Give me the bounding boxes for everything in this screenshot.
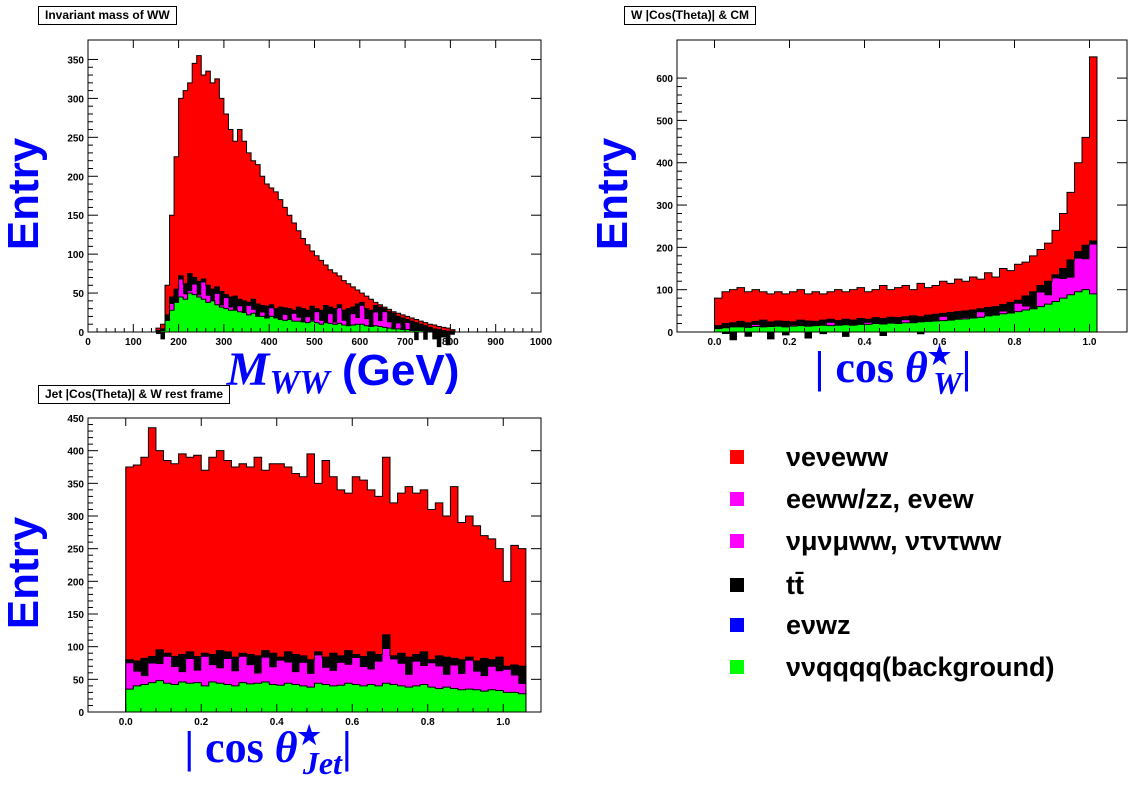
y-tick-label: 400 [67,447,84,458]
legend-label-tt: tt̄ [786,569,804,600]
x-tick-label: 500 [306,337,323,348]
legend-label-bkg: ννqqqq(background) [786,651,1055,682]
y-tick-label: 150 [67,610,84,621]
x-tick-label: 0.0 [119,717,133,728]
title-cosw: W |Cos(Theta)| & CM [624,6,757,25]
x-axis-title-cosw: | cos θ★ W| [815,341,972,401]
x-tick-label: 1.0 [496,717,510,728]
y-tick-label: 0 [78,708,84,719]
x-axis-title-cosjet: | cos θ★ Jet| [184,721,351,781]
legend-swatch-bkg [730,660,744,674]
x-tick-label: 400 [261,337,278,348]
legend-item-tt: tt̄ [728,568,804,602]
y-tick-label: 200 [656,243,673,254]
legend-label-eeww: eeww/zz, eνew [786,483,974,514]
x-tick-label: 0.8 [421,717,435,728]
x-tick-label: 0.8 [1008,337,1022,348]
y-tick-label: 350 [67,479,84,490]
legend-label-mutauww: νμνμww, ντντww [786,525,1002,556]
legend: νeνeww eeww/zz, eνew νμνμww, ντντww tt̄ … [728,440,1128,682]
series-tt-cosjet [125,634,526,684]
y-tick-label: 100 [67,250,84,261]
x-tick-label: 0.6 [345,717,359,728]
x-tick-label: 0.2 [783,337,797,348]
x-tick-label: 0.2 [194,717,208,728]
chart-cosw: 0.0 0.2 0.4 0.6 0.8 1.0 0 100 200 300 400 500 600 Ent… [588,39,1128,348]
x-tick-label: 900 [487,337,504,348]
legend-label-evwz: eνwz [786,609,851,640]
x-tick-label: 0.0 [708,337,722,348]
x-tick-label: 0.4 [270,717,284,728]
legend-item-mutauww: νμνμww, ντντww [728,524,1001,558]
chart-cosjet: 0.0 0.2 0.4 0.6 0.8 1.0 0 50 100 150 200 250 300 350 4… [0,414,542,728]
y-tick-label: 100 [656,286,673,297]
legend-label-vvww: νeνeww [786,441,889,472]
legend-item-evwz: eνwz [728,608,851,642]
y-tick-label: 50 [73,289,85,300]
x-tick-label: 200 [170,337,187,348]
title-mww: Invariant mass of WW [38,6,177,25]
chart-mww: 0 100 200 300 400 500 600 700 800 900 1000 0 50 100 15… [0,39,553,348]
legend-swatch-evwz [730,618,744,632]
y-tick-label: 0 [78,328,84,339]
legend-swatch-eeww [730,492,744,506]
series-vvww-mww [155,55,456,333]
y-tick-label: 450 [67,414,84,425]
y-axis-title: Entry [588,137,637,250]
y-tick-label: 200 [67,577,84,588]
legend-item-eeww: eeww/zz, eνew [728,482,974,516]
y-tick-label: 150 [67,211,84,222]
x-axis-title-mww: MWW (GeV) [226,343,460,401]
title-cosjet: Jet |Cos(Theta)| & W rest frame [38,385,231,404]
series-bkg-cosjet [125,680,527,713]
x-tick-label: 0 [85,337,91,348]
y-axis-title: Entry [0,137,48,250]
x-tick-label: 800 [442,337,459,348]
series-vvww-cosjet [125,427,527,713]
y-tick-label: 600 [656,74,673,85]
y-tick-label: 400 [656,159,673,170]
legend-item-vvww: νeνeww [728,440,888,474]
x-tick-label: 300 [216,337,233,348]
y-tick-label: 500 [656,116,673,127]
x-tick-label: 100 [125,337,142,348]
x-tick-label: 600 [351,337,368,348]
x-tick-label: 700 [397,337,414,348]
y-tick-label: 300 [67,512,84,523]
legend-item-bkg: ννqqqq(background) [728,650,1055,684]
y-tick-label: 300 [656,201,673,212]
y-tick-label: 250 [67,133,84,144]
series-bkg-mww [155,292,455,333]
x-tick-label: 1000 [530,337,553,348]
y-tick-label: 100 [67,643,84,654]
y-tick-label: 200 [67,172,84,183]
legend-swatch-vvww [730,450,744,464]
legend-swatch-mutauww [730,534,744,548]
y-axis-title: Entry [0,516,48,629]
y-tick-label: 50 [73,675,85,686]
legend-swatch-tt [730,578,744,592]
series-bkg-cosw [714,289,1098,333]
x-tick-label: 1.0 [1083,337,1097,348]
series-tt-mww [155,273,455,348]
y-tick-label: 0 [667,328,673,339]
y-tick-label: 250 [67,545,84,556]
y-tick-label: 350 [67,55,84,66]
y-tick-label: 300 [67,94,84,105]
x-tick-label: 0.4 [858,337,872,348]
x-tick-label: 0.6 [933,337,947,348]
